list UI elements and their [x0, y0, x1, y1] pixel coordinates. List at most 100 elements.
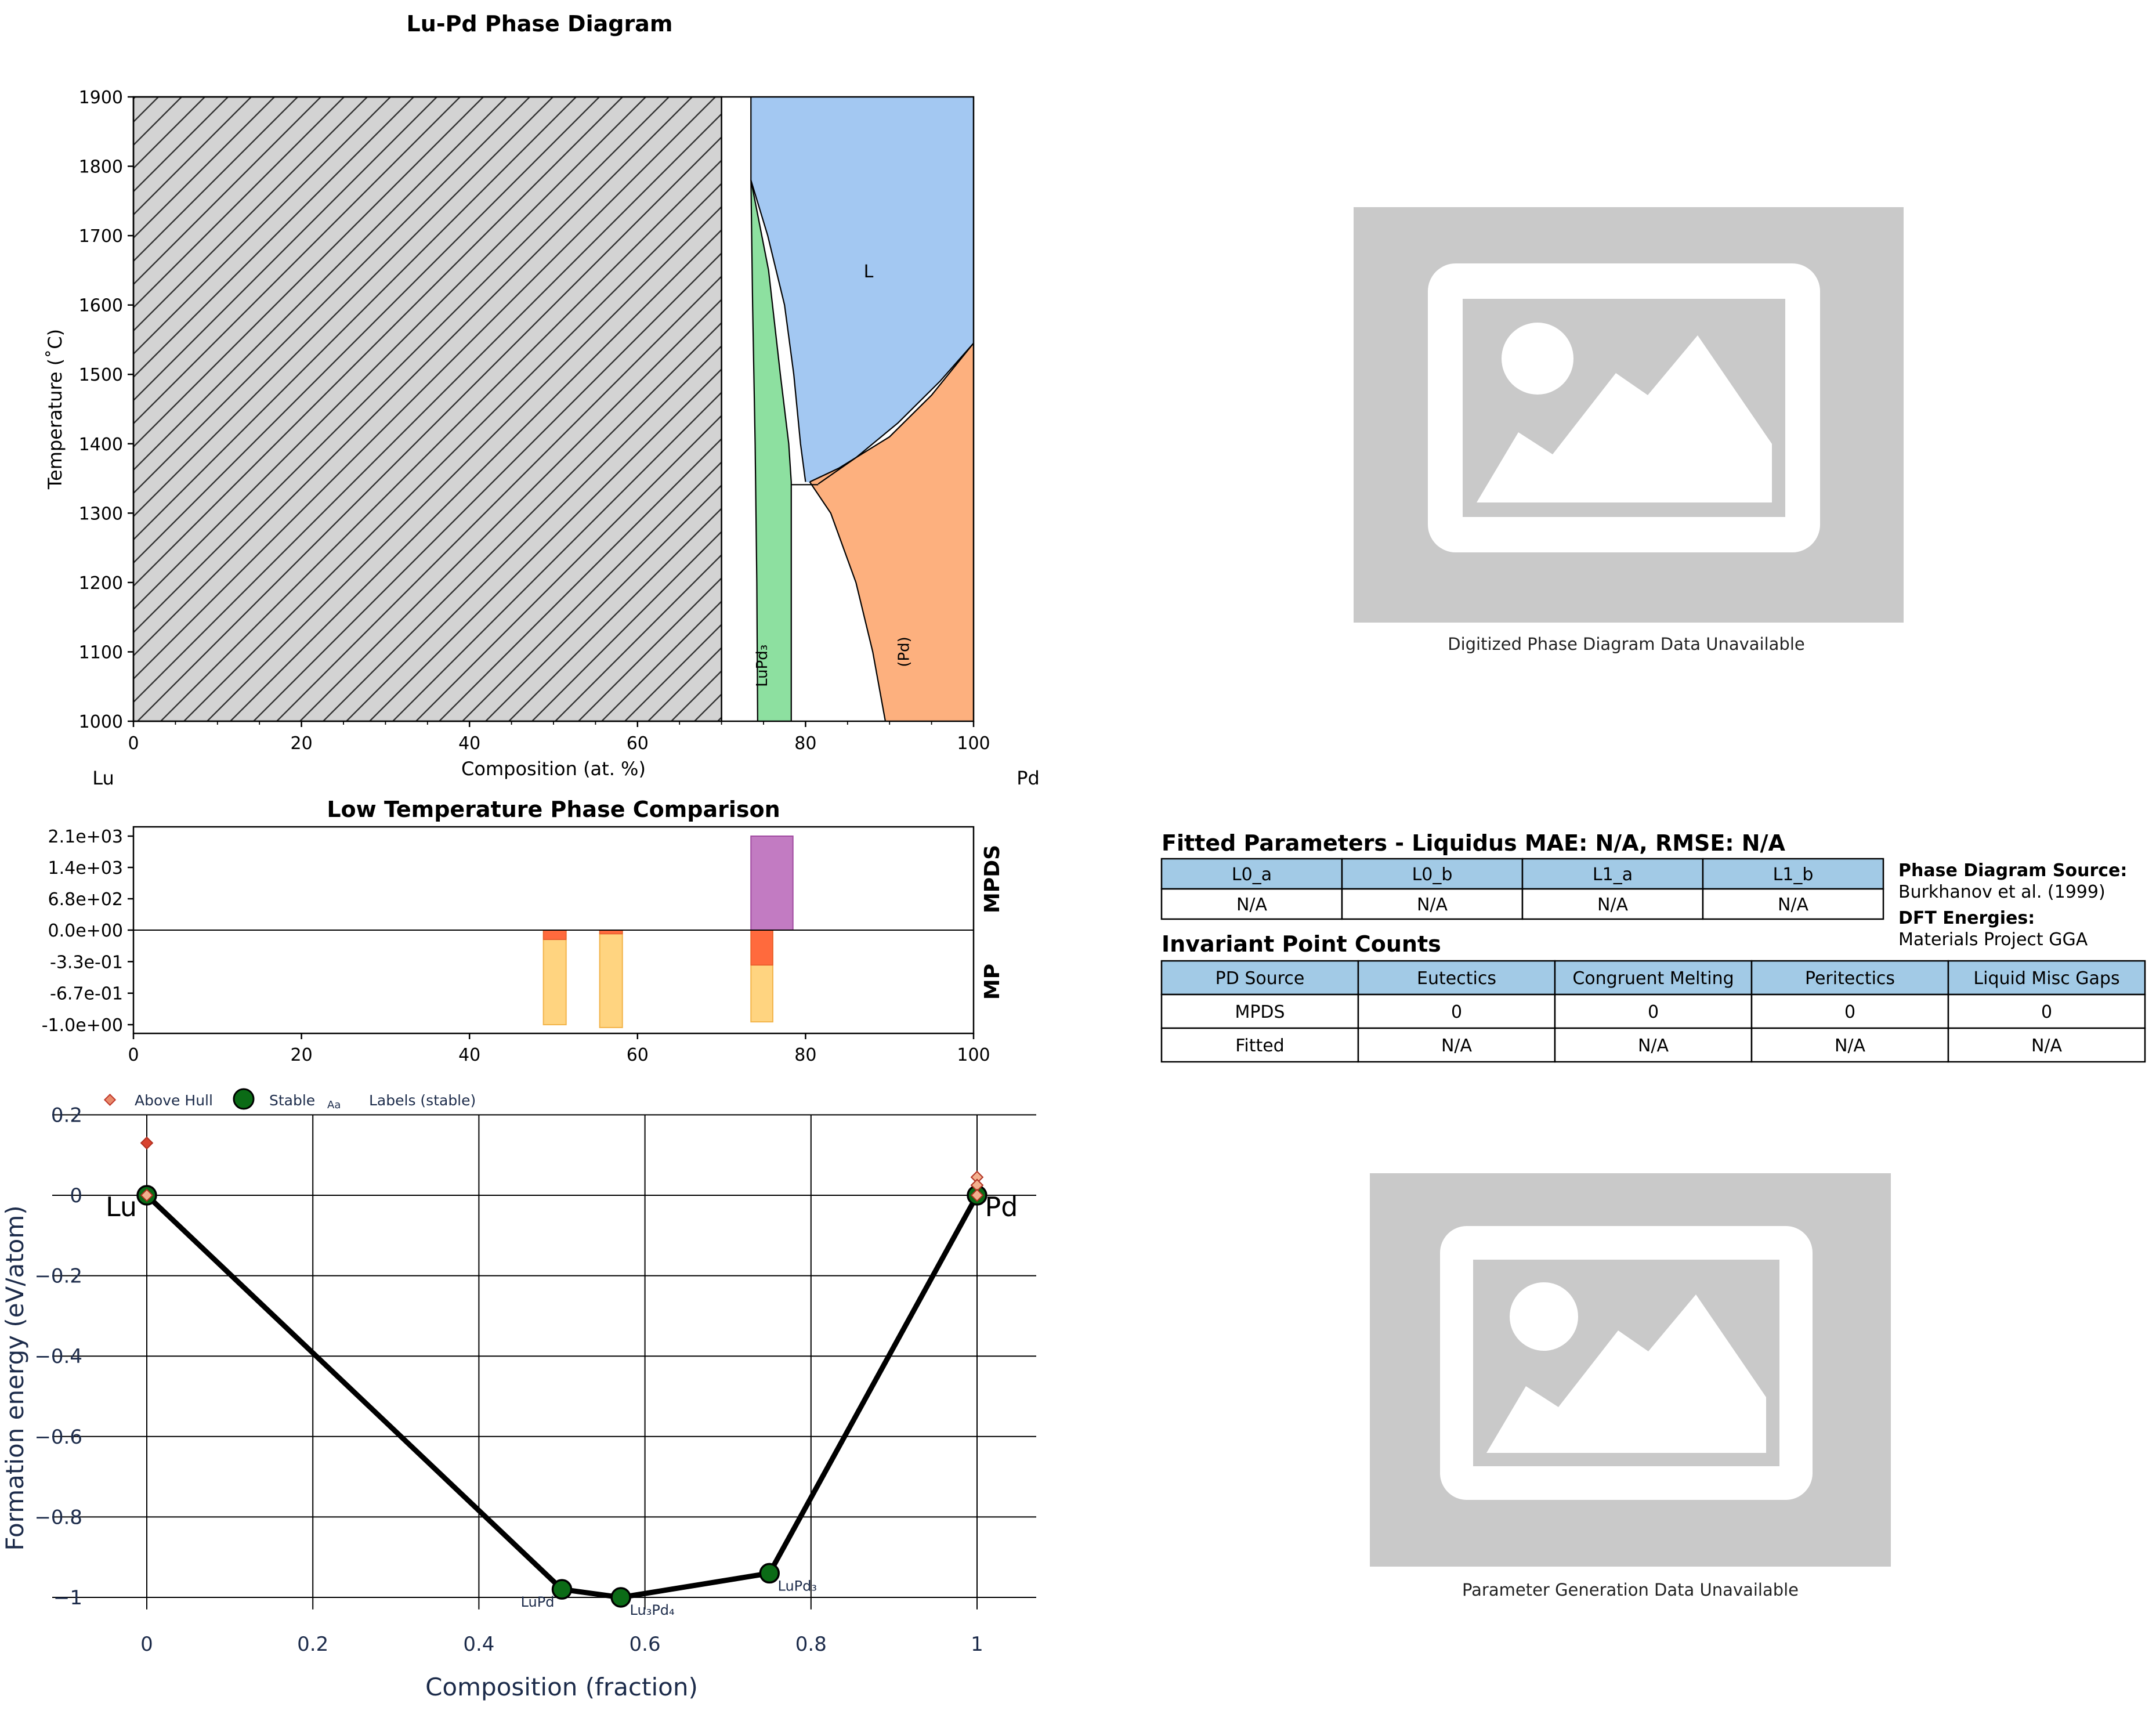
- legend-labels-label: Labels (stable): [369, 1092, 476, 1109]
- invariant-cell: [1947, 1027, 2146, 1063]
- pd-ytick-label: 1600: [79, 296, 123, 316]
- hull-ytick-label: −0.8: [34, 1506, 82, 1529]
- legend-stable-marker: [233, 1088, 255, 1110]
- hull-ytick-label: −0.2: [34, 1265, 82, 1288]
- image-placeholder-top: Digitized Phase Diagram Data Unavailable: [1354, 207, 1904, 654]
- mp-bar-hull: [750, 930, 773, 966]
- fitted-header-cell: [1521, 858, 1704, 890]
- pd-ytick-label: 1100: [79, 642, 123, 663]
- invariant-cell-text: 0: [1844, 1002, 1855, 1022]
- hull-line: [144, 1193, 979, 1600]
- lupd3-solidus-right-line: [750, 180, 792, 721]
- pd-xtick-label: 20: [291, 733, 313, 754]
- hull-ytick-label: 0.2: [51, 1104, 82, 1127]
- mp-side-label: MP: [981, 964, 1004, 1000]
- cmp-ytick-label: -1.0e+00: [42, 1015, 123, 1036]
- pd-source-value: Burkhanov et al. (1999): [1898, 882, 2106, 902]
- hull-xlabel: Composition (fraction): [425, 1673, 698, 1701]
- image-placeholder-bottom: Parameter Generation Data Unavailable: [1370, 1173, 1891, 1600]
- invariant-header-text: Eutectics: [1417, 968, 1496, 989]
- pd-ytick-label: 1500: [79, 365, 123, 385]
- pd-ytick-label: 1400: [79, 435, 123, 455]
- pd-ytick-label: 1900: [79, 88, 123, 108]
- legend-stable-label: Stable: [269, 1092, 315, 1109]
- pd-solidus-line: [809, 342, 974, 483]
- legend-above-hull-marker: [103, 1093, 117, 1106]
- phase-comparison-chart: Low Temperature Phase Comparison 0 20 40 60…: [42, 797, 1004, 1065]
- invariant-cell: [1554, 1027, 1753, 1063]
- above-hull-point: [970, 1170, 984, 1184]
- invariant-cell-text: 0: [1648, 1002, 1659, 1022]
- mpds-side-label: MPDS: [981, 845, 1004, 913]
- hull-ylabel: Formation energy (eV/atom): [1, 1205, 29, 1550]
- lupd3-liquidus-line: [750, 180, 806, 482]
- bottom-image-caption: Parameter Generation Data Unavailable: [1462, 1580, 1799, 1600]
- hull-xtick-label: 0.6: [630, 1633, 661, 1656]
- stable-phase-label: LuPd₃: [778, 1578, 817, 1594]
- pd-liquidus-line: [817, 342, 974, 485]
- above-hull-point: [970, 1188, 984, 1202]
- fitted-header-text: L1_b: [1773, 865, 1814, 885]
- fitted-cell: [1341, 888, 1524, 920]
- invariant-points: Invariant Point Counts PD Source Eutectic…: [1160, 931, 2146, 1063]
- convex-hull-chart: 0 0.2 0.4 0.6 0.8 1 0.2 0 −0.2 −0.4 −0.6 −0.8 −1 Lu L…: [1, 1088, 1036, 1701]
- pd-solid-region: [809, 343, 974, 721]
- invariant-cell-text: 0: [1451, 1002, 1462, 1022]
- fitted-header-cell: [1160, 858, 1343, 890]
- phase-diagram-ylabel: Temperature (˚C): [44, 329, 66, 490]
- fitted-cell-text: N/A: [1417, 895, 1448, 915]
- above-hull-point: [140, 1136, 154, 1150]
- fitted-cell-text: N/A: [1597, 895, 1629, 915]
- cmp-xtick-label: 100: [957, 1045, 990, 1065]
- hull-xtick-label: 1: [971, 1633, 983, 1656]
- invariant-header-text: Congruent Melting: [1572, 968, 1734, 989]
- pd-ytick-label: 1700: [79, 226, 123, 247]
- invariant-cell-text: Fitted: [1235, 1036, 1284, 1056]
- legend-labels-glyph: Aa: [327, 1099, 341, 1111]
- pd-ytick-label: 1200: [79, 573, 123, 594]
- stable-point: [610, 1587, 631, 1608]
- mp-bar-hull: [542, 930, 567, 941]
- cmp-ytick-label: -3.3e-01: [50, 952, 123, 972]
- invariant-header-text: PD Source: [1216, 968, 1305, 989]
- hull-ytick-label: −1: [53, 1586, 82, 1610]
- invariant-cell: [1554, 993, 1753, 1029]
- hull-ytick-label: −0.6: [34, 1426, 82, 1449]
- lupd3-region: [751, 180, 791, 721]
- stable-phase-label: Lu₃Pd₄: [630, 1602, 675, 1618]
- phase-diagram-title: Lu-Pd Phase Diagram: [407, 11, 673, 37]
- pd-xtick-label: 0: [128, 733, 139, 754]
- phase-diagram-xlabel: Composition (at. %): [461, 758, 646, 780]
- hull-xtick-label: 0.4: [463, 1633, 494, 1656]
- liquid-region: [751, 97, 974, 484]
- left-element-label: Lu: [92, 767, 114, 789]
- invariant-cell: [1357, 1027, 1556, 1063]
- hatched-region: [132, 96, 722, 722]
- stable-phase-label: Lu: [106, 1191, 137, 1223]
- cmp-xtick-label: 80: [794, 1045, 816, 1065]
- cmp-ytick-label: -6.7e-01: [50, 984, 123, 1004]
- pd-ytick-label: 1800: [79, 157, 123, 178]
- invariant-cell-text: N/A: [2031, 1036, 2063, 1056]
- pd-xtick-label: 80: [794, 733, 816, 754]
- cmp-xtick-label: 40: [458, 1045, 480, 1065]
- mpds-bar: [750, 836, 794, 931]
- fitted-cell: [1702, 888, 1884, 920]
- comparison-title: Low Temperature Phase Comparison: [327, 797, 780, 822]
- hull-xtick-label: 0.8: [795, 1633, 827, 1656]
- pd-xtick-label: 100: [957, 733, 990, 754]
- invariant-cell: [1160, 1027, 1359, 1063]
- legend-above-hull-label: Above Hull: [135, 1092, 213, 1109]
- stable-phase-label: Pd: [985, 1191, 1018, 1223]
- pd-xtick-label: 40: [458, 733, 480, 754]
- invariant-cell-text: N/A: [1441, 1036, 1473, 1056]
- invariant-cell: [1357, 993, 1556, 1029]
- pd-solid-label: (Pd): [896, 637, 913, 667]
- pd-source-label: Phase Diagram Source:: [1898, 860, 2127, 881]
- invariant-header-text: Liquid Misc Gaps: [1973, 968, 2119, 989]
- hull-legend: Above Hull Stable Aa Labels (stable): [103, 1088, 476, 1111]
- stable-point: [551, 1579, 573, 1600]
- invariant-header-cell: [1554, 960, 1753, 996]
- fitted-cell-text: N/A: [1236, 895, 1268, 915]
